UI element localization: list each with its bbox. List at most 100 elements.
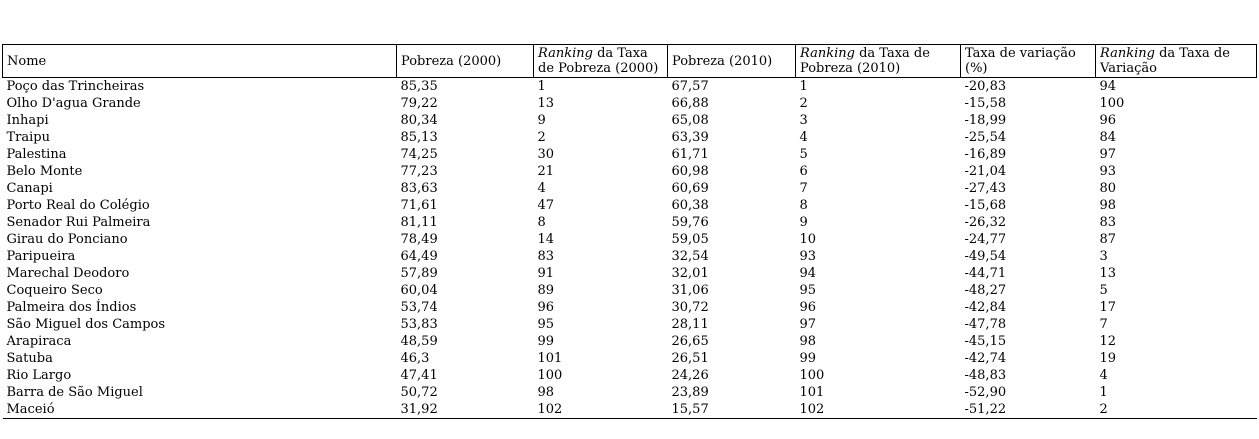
municipality-name-cell: Olho D'agua Grande: [6, 96, 141, 111]
value-cell-taxa-variacao: -15,68: [964, 198, 1007, 213]
value-cell-ranking-variacao: 7: [1099, 317, 1108, 332]
value-cell-ranking-pobreza-2000: 99: [537, 334, 555, 349]
value-cell-ranking-pobreza-2000: 98: [537, 385, 555, 400]
value-cell-ranking-variacao: 1: [1099, 385, 1108, 400]
column-header-ranking-pobreza-2000: Ranking da Taxa de Pobreza (2000): [533, 44, 668, 78]
value-cell-pobreza-2010: 59,76: [671, 215, 709, 230]
value-cell-pobreza-2010: 15,57: [667, 401, 796, 419]
value-cell-pobreza-2000: 64,49: [400, 249, 438, 264]
value-cell-ranking-pobreza-2010: 7: [799, 181, 808, 196]
value-cell-ranking-pobreza-2010: 1: [799, 79, 808, 94]
municipality-name-cell: Barra de São Miguel: [6, 385, 143, 400]
value-cell-ranking-pobreza-2010: 2: [799, 96, 808, 111]
value-cell-pobreza-2000: 53,74: [400, 300, 438, 315]
value-cell-ranking-pobreza-2000: 47: [537, 198, 555, 213]
table-row: Marechal Deodoro 57,89 91 32,01 94 -44,71 13: [3, 265, 1257, 282]
value-cell-pobreza-2000: 47,41: [400, 368, 438, 383]
poverty-table-container: Nome Pobreza (2000) Ranking da Taxa de Pob…: [2, 44, 1257, 419]
column-header-ranking-variacao: Ranking da Taxa de Variação: [1095, 44, 1257, 78]
value-cell-taxa-variacao: -18,99: [964, 113, 1007, 128]
value-cell-ranking-pobreza-2010: 100: [799, 368, 825, 383]
column-header-pobreza-2010: Pobreza (2010): [667, 44, 796, 78]
municipality-name-cell: Satuba: [6, 351, 53, 366]
value-cell-ranking-pobreza-2000: 100: [537, 368, 563, 383]
value-cell-ranking-pobreza-2000: 102: [533, 401, 668, 419]
table-row: Maceió 31,92 102 15,57 102 -51,22 2: [2, 401, 1257, 419]
value-cell-ranking-variacao: 17: [1099, 300, 1117, 315]
value-cell-ranking-variacao: 3: [1099, 249, 1108, 264]
table-body: Poço das Trincheiras 85,35 1 67,57 1 -20,83 94…: [2, 78, 1257, 419]
value-cell-pobreza-2000: 31,92: [396, 401, 534, 419]
header-italic-word: Ranking: [1100, 46, 1155, 61]
municipality-name-cell: Senador Rui Palmeira: [6, 215, 151, 230]
value-cell-ranking-pobreza-2000: 91: [537, 266, 555, 281]
value-cell-pobreza-2000: 83,63: [400, 181, 438, 196]
value-cell-pobreza-2010: 26,51: [671, 351, 709, 366]
municipality-name-cell: Maceió: [2, 401, 397, 419]
value-cell-pobreza-2000: 50,72: [400, 385, 438, 400]
table-row: Palestina 74,25 30 61,71 5 -16,89 97: [3, 146, 1257, 163]
value-cell-pobreza-2000: 79,22: [400, 96, 438, 111]
table-row: Barra de São Miguel 50,72 98 23,89 101 -52,90…: [3, 384, 1257, 401]
table-row: Canapi 83,63 4 60,69 7 -27,43 80: [3, 180, 1257, 197]
value-cell-taxa-variacao: -27,43: [964, 181, 1007, 196]
municipality-name-cell: Poço das Trincheiras: [6, 79, 145, 94]
municipality-name-cell: Arapiraca: [6, 334, 72, 349]
value-cell-ranking-variacao: 5: [1099, 283, 1108, 298]
table-row: Inhapi 80,34 9 65,08 3 -18,99 96: [3, 112, 1257, 129]
value-cell-pobreza-2010: 31,06: [671, 283, 709, 298]
value-cell-pobreza-2010: 59,05: [671, 232, 709, 247]
value-cell-taxa-variacao: -42,84: [964, 300, 1007, 315]
value-cell-pobreza-2000: 46,3: [400, 351, 430, 366]
municipality-name-cell: Porto Real do Colégio: [6, 198, 150, 213]
value-cell-taxa-variacao: -48,27: [964, 283, 1007, 298]
value-cell-ranking-pobreza-2010: 97: [799, 317, 817, 332]
municipality-name-cell: Palmeira dos Índios: [6, 300, 137, 315]
poverty-ranking-table: Nome Pobreza (2000) Ranking da Taxa de Pob…: [2, 44, 1257, 419]
value-cell-pobreza-2010: 32,01: [671, 266, 709, 281]
value-cell-ranking-pobreza-2010: 94: [799, 266, 817, 281]
municipality-name-cell: Belo Monte: [6, 164, 83, 179]
table-row: Palmeira dos Índios 53,74 96 30,72 96 -42,84 1…: [3, 299, 1257, 316]
value-cell-ranking-pobreza-2010: 96: [799, 300, 817, 315]
value-cell-pobreza-2000: 77,23: [400, 164, 438, 179]
value-cell-ranking-pobreza-2010: 93: [799, 249, 817, 264]
value-cell-ranking-pobreza-2010: 4: [799, 130, 808, 145]
column-header-nome: Nome: [2, 44, 397, 78]
value-cell-ranking-variacao: 98: [1099, 198, 1117, 213]
value-cell-pobreza-2010: 28,11: [671, 317, 709, 332]
value-cell-taxa-variacao: -25,54: [964, 130, 1007, 145]
value-cell-taxa-variacao: -52,90: [964, 385, 1007, 400]
column-header-taxa-variacao: Taxa de variação (%): [960, 44, 1096, 78]
value-cell-pobreza-2000: 81,11: [400, 215, 438, 230]
municipality-name-cell: Coqueiro Seco: [6, 283, 103, 298]
value-cell-pobreza-2010: 26,65: [671, 334, 709, 349]
value-cell-pobreza-2010: 65,08: [671, 113, 709, 128]
municipality-name-cell: Palestina: [6, 147, 67, 162]
value-cell-ranking-pobreza-2000: 21: [537, 164, 555, 179]
value-cell-ranking-pobreza-2010: 10: [799, 232, 817, 247]
value-cell-ranking-pobreza-2000: 95: [537, 317, 555, 332]
value-cell-ranking-pobreza-2000: 9: [537, 113, 546, 128]
value-cell-ranking-pobreza-2000: 2: [537, 130, 546, 145]
value-cell-ranking-pobreza-2000: 1: [537, 79, 546, 94]
value-cell-ranking-pobreza-2000: 89: [537, 283, 555, 298]
table-row: Arapiraca 48,59 99 26,65 98 -45,15 12: [3, 333, 1257, 350]
table-row: Porto Real do Colégio 71,61 47 60,38 8 -15,68…: [3, 197, 1257, 214]
value-cell-pobreza-2000: 57,89: [400, 266, 438, 281]
value-cell-ranking-pobreza-2010: 101: [799, 385, 825, 400]
value-cell-ranking-pobreza-2010: 5: [799, 147, 808, 162]
value-cell-pobreza-2000: 80,34: [400, 113, 438, 128]
value-cell-taxa-variacao: -48,83: [964, 368, 1007, 383]
value-cell-ranking-variacao: 87: [1099, 232, 1117, 247]
value-cell-pobreza-2000: 85,13: [400, 130, 438, 145]
value-cell-pobreza-2000: 71,61: [400, 198, 438, 213]
column-header-pobreza-2000: Pobreza (2000): [396, 44, 534, 78]
value-cell-pobreza-2010: 23,89: [671, 385, 709, 400]
value-cell-ranking-variacao: 83: [1099, 215, 1117, 230]
value-cell-ranking-pobreza-2010: 102: [795, 401, 961, 419]
value-cell-pobreza-2010: 60,69: [671, 181, 709, 196]
table-row: Poço das Trincheiras 85,35 1 67,57 1 -20,83 94: [3, 78, 1257, 96]
column-header-ranking-pobreza-2010: Ranking da Taxa de Pobreza (2010): [795, 44, 961, 78]
municipality-name-cell: Inhapi: [6, 113, 49, 128]
